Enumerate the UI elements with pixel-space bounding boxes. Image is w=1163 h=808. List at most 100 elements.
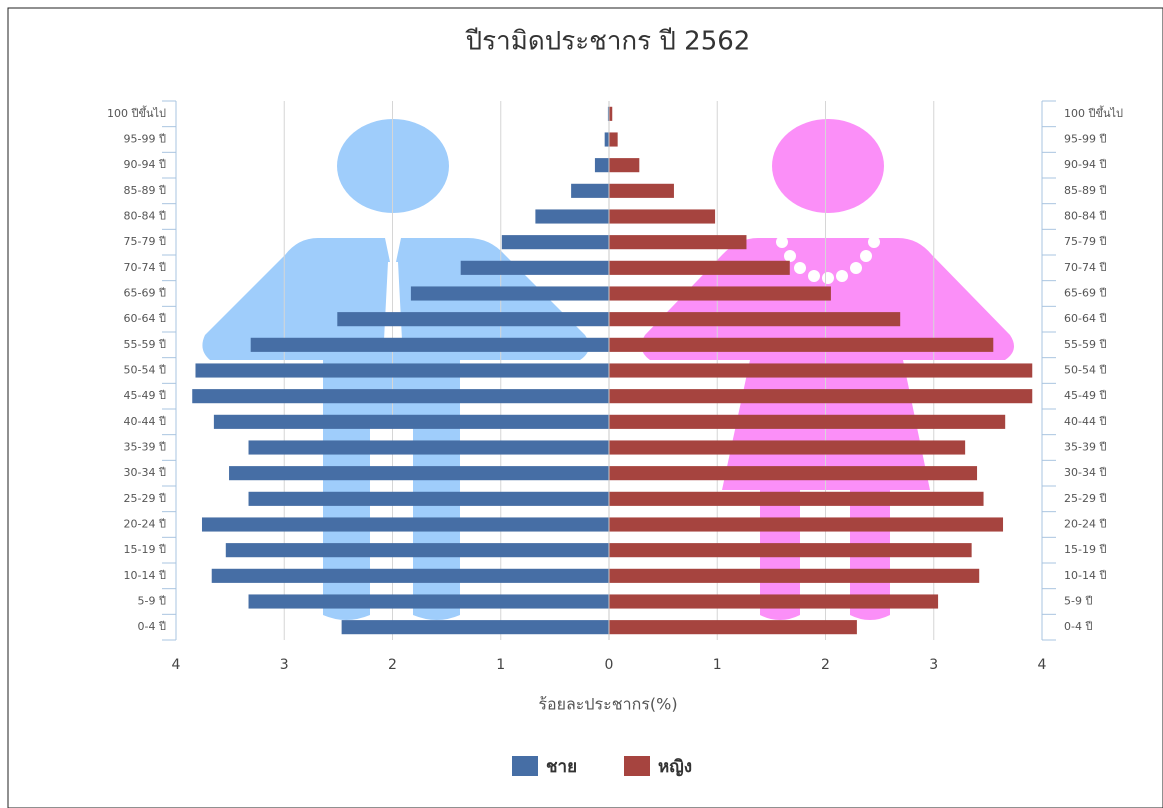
y-tick-label-left: 80-84 ปี <box>124 210 166 223</box>
y-tick-label-left: 30-34 ปี <box>124 466 166 479</box>
bar <box>609 209 715 223</box>
legend-swatch <box>624 756 650 776</box>
y-tick-label-left: 25-29 ปี <box>124 492 166 505</box>
x-tick-label: 3 <box>929 657 938 673</box>
bar <box>249 440 609 454</box>
x-tick-label: 2 <box>821 657 830 673</box>
bar <box>411 286 609 300</box>
bar <box>609 158 639 172</box>
y-tick-label-right: 0-4 ปี <box>1064 620 1092 633</box>
x-tick-label: 3 <box>280 657 289 673</box>
y-tick-label-right: 60-64 ปี <box>1064 312 1106 325</box>
chart-title: ปีรามิดประชากร ปี 2562 <box>465 27 751 57</box>
bar <box>609 440 965 454</box>
bar <box>609 286 831 300</box>
bar <box>535 209 609 223</box>
legend-swatch <box>512 756 538 776</box>
bar <box>609 415 1005 429</box>
y-tick-label-right: 100 ปีขึ้นไป <box>1064 105 1123 120</box>
y-tick-label-right: 65-69 ปี <box>1064 287 1106 300</box>
y-tick-label-left: 0-4 ปี <box>138 620 166 633</box>
y-tick-label-left: 75-79 ปี <box>124 235 166 248</box>
bar <box>212 569 609 583</box>
y-tick-label-right: 55-59 ปี <box>1064 338 1106 351</box>
y-tick-label-left: 60-64 ปี <box>124 312 166 325</box>
bar <box>609 466 977 480</box>
bar <box>609 517 1003 531</box>
bar <box>609 492 984 506</box>
x-tick-label: 1 <box>496 657 505 673</box>
y-tick-label-right: 80-84 ปี <box>1064 210 1106 223</box>
bar <box>609 543 972 557</box>
y-tick-label-left: 70-74 ปี <box>124 261 166 274</box>
y-tick-label-right: 90-94 ปี <box>1064 158 1106 171</box>
y-tick-label-left: 95-99 ปี <box>124 133 166 146</box>
bar <box>337 312 609 326</box>
y-tick-label-left: 85-89 ปี <box>124 184 166 197</box>
bar <box>609 338 993 352</box>
bar <box>609 312 900 326</box>
y-tick-label-right: 45-49 ปี <box>1064 389 1106 402</box>
bar <box>249 492 609 506</box>
y-tick-label-right: 30-34 ปี <box>1064 466 1106 479</box>
y-tick-label-right: 15-19 ปี <box>1064 543 1106 556</box>
y-tick-label-right: 40-44 ปี <box>1064 415 1106 428</box>
bar <box>192 389 609 403</box>
bar <box>502 235 609 249</box>
bar <box>609 569 979 583</box>
y-tick-label-left: 65-69 ปี <box>124 287 166 300</box>
frame <box>8 8 1163 808</box>
bar <box>342 620 609 634</box>
bar <box>571 184 609 198</box>
bar <box>609 363 1032 377</box>
chart: ปีรามิดประชากร ปี 2562 ร้อยละประชากร(%) … <box>0 0 1163 808</box>
bar <box>605 132 609 146</box>
bar <box>609 132 618 146</box>
bar <box>609 235 746 249</box>
y-tick-label-left: 50-54 ปี <box>124 364 166 377</box>
bar <box>195 363 609 377</box>
y-tick-label-right: 10-14 ปี <box>1064 569 1106 582</box>
y-tick-label-right: 85-89 ปี <box>1064 184 1106 197</box>
x-tick-label: 4 <box>172 657 181 673</box>
y-tick-label-right: 95-99 ปี <box>1064 133 1106 146</box>
y-tick-label-left: 35-39 ปี <box>124 441 166 454</box>
page: {"chart_data": {"type": "bar", "orientat… <box>0 0 1163 808</box>
y-tick-label-right: 5-9 ปี <box>1064 595 1092 608</box>
y-tick-label-right: 70-74 ปี <box>1064 261 1106 274</box>
y-tick-label-left: 55-59 ปี <box>124 338 166 351</box>
y-tick-label-left: 40-44 ปี <box>124 415 166 428</box>
y-tick-label-left: 90-94 ปี <box>124 158 166 171</box>
y-tick-label-left: 45-49 ปี <box>124 389 166 402</box>
y-tick-label-right: 75-79 ปี <box>1064 235 1106 248</box>
bar <box>249 594 609 608</box>
y-tick-label-left: 10-14 ปี <box>124 569 166 582</box>
x-tick-label: 0 <box>605 657 614 673</box>
bar <box>609 184 674 198</box>
x-tick-label: 2 <box>388 657 397 673</box>
y-tick-label-right: 50-54 ปี <box>1064 364 1106 377</box>
bar <box>251 338 609 352</box>
y-tick-label-right: 20-24 ปี <box>1064 518 1106 531</box>
y-tick-label-right: 35-39 ปี <box>1064 441 1106 454</box>
bar <box>609 261 790 275</box>
legend-label: ชาย <box>546 757 577 777</box>
y-tick-label-right: 25-29 ปี <box>1064 492 1106 505</box>
y-tick-label-left: 100 ปีขึ้นไป <box>107 105 166 120</box>
legend-label: หญิง <box>658 757 692 777</box>
bar <box>214 415 609 429</box>
bar <box>226 543 609 557</box>
bar <box>229 466 609 480</box>
bar <box>202 517 609 531</box>
x-tick-label: 4 <box>1038 657 1047 673</box>
bar <box>595 158 609 172</box>
x-axis-title: ร้อยละประชากร(%) <box>538 695 677 714</box>
bar <box>461 261 609 275</box>
y-tick-label-left: 20-24 ปี <box>124 518 166 531</box>
x-tick-label: 1 <box>713 657 722 673</box>
bar <box>609 594 938 608</box>
bar <box>609 620 857 634</box>
y-tick-label-left: 5-9 ปี <box>138 595 166 608</box>
bar <box>609 389 1032 403</box>
y-tick-label-left: 15-19 ปี <box>124 543 166 556</box>
